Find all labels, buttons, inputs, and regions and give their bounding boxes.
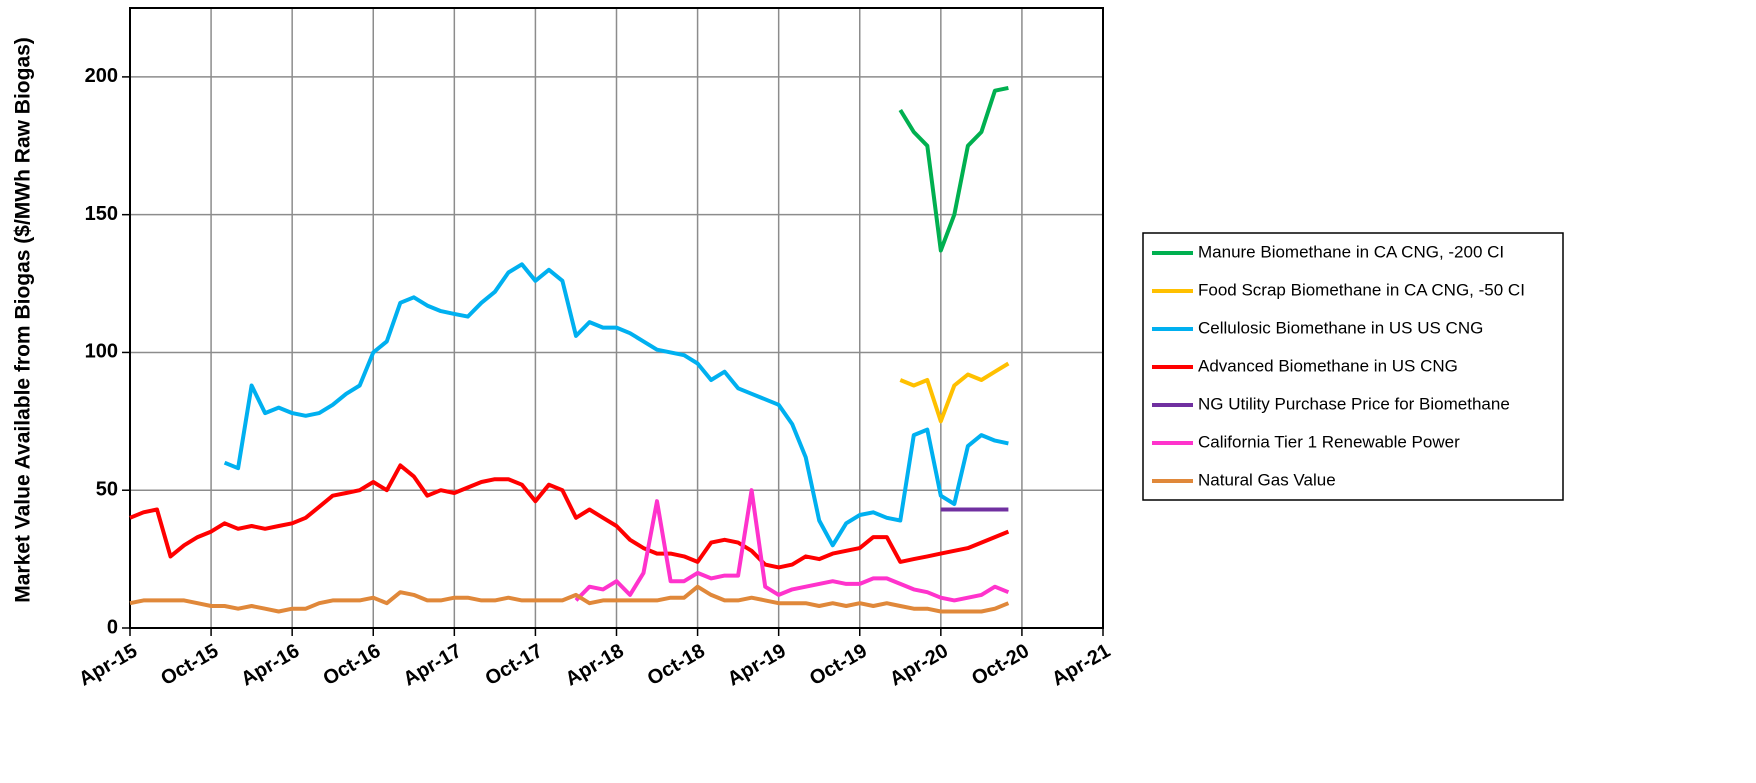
y-tick-label: 50 bbox=[96, 479, 118, 501]
x-tick-label: Apr-16 bbox=[237, 640, 303, 691]
legend-label: Advanced Biomethane in US CNG bbox=[1198, 356, 1458, 375]
legend-label: Cellulosic Biomethane in US US CNG bbox=[1198, 318, 1483, 337]
x-tick-label: Oct-15 bbox=[157, 640, 222, 690]
legend-label: Manure Biomethane in CA CNG, -200 CI bbox=[1198, 242, 1504, 261]
series-line bbox=[129, 584, 1010, 614]
x-tick-label: Apr-19 bbox=[724, 640, 790, 691]
series-line bbox=[223, 262, 1009, 548]
x-tick-label: Oct-17 bbox=[482, 640, 547, 690]
x-tick-label: Apr-20 bbox=[886, 640, 952, 691]
legend-label: NG Utility Purchase Price for Biomethane bbox=[1198, 394, 1510, 413]
x-tick-label: Oct-16 bbox=[319, 640, 384, 690]
series-line bbox=[898, 85, 1009, 253]
series-line bbox=[574, 488, 1010, 603]
x-tick-label: Oct-20 bbox=[968, 640, 1033, 690]
y-tick-label: 200 bbox=[85, 65, 118, 87]
y-tick-label: 150 bbox=[85, 203, 118, 225]
plot-frame bbox=[129, 7, 1104, 629]
x-tick-label: Apr-15 bbox=[75, 640, 141, 691]
series-line bbox=[129, 463, 1010, 570]
y-axis-label: Market Value Available from Biogas ($/MW… bbox=[12, 37, 35, 603]
x-tick-label: Oct-18 bbox=[644, 640, 709, 690]
x-tick-label: Apr-17 bbox=[400, 640, 466, 691]
series-line bbox=[899, 361, 1010, 424]
x-tick-label: Apr-21 bbox=[1048, 640, 1114, 691]
legend-label: California Tier 1 Renewable Power bbox=[1198, 432, 1460, 451]
x-tick-label: Apr-18 bbox=[562, 640, 628, 691]
x-tick-label: Oct-19 bbox=[806, 640, 871, 690]
legend-label: Natural Gas Value bbox=[1198, 470, 1336, 489]
legend-label: Food Scrap Biomethane in CA CNG, -50 CI bbox=[1198, 280, 1525, 299]
legend-box bbox=[1142, 232, 1564, 501]
y-tick-label: 0 bbox=[107, 616, 118, 638]
y-tick-label: 100 bbox=[85, 341, 118, 363]
